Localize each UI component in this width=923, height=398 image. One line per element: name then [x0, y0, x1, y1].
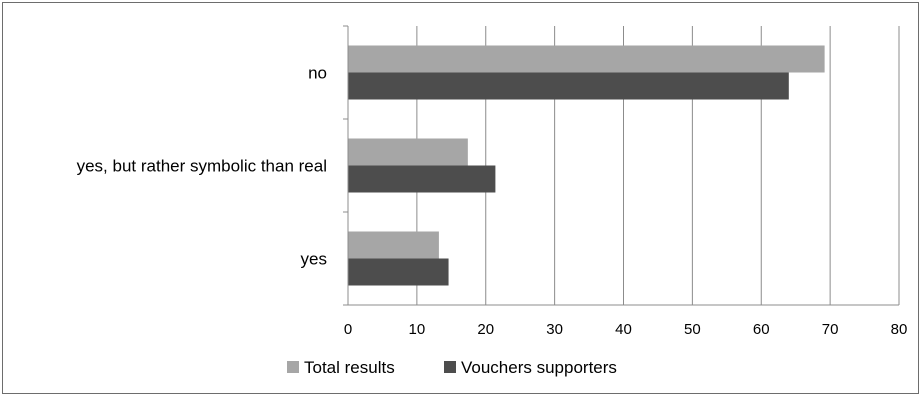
x-tick-label-50: 50: [684, 321, 701, 338]
bar-vouchers-1: [348, 165, 496, 193]
x-tick-label-40: 40: [615, 321, 632, 338]
bar-total-2: [348, 231, 439, 259]
x-tick-label-70: 70: [822, 321, 839, 338]
legend-swatch-vouchers: [444, 361, 456, 373]
bar-total-0: [348, 45, 825, 73]
x-tick-label-80: 80: [891, 321, 908, 338]
x-tick-label-30: 30: [546, 321, 563, 338]
legend-label-vouchers: Vouchers supporters: [461, 358, 617, 377]
legend-swatch-total: [287, 361, 299, 373]
category-label-2: yes: [301, 250, 327, 269]
category-label-1: yes, but rather symbolic than real: [77, 157, 327, 176]
bar-total-1: [348, 138, 468, 166]
legend-label-total: Total results: [304, 358, 395, 377]
x-tick-label-10: 10: [409, 321, 426, 338]
x-tick-label-0: 0: [344, 321, 352, 338]
bar-vouchers-0: [348, 72, 789, 100]
category-label-0: no: [308, 64, 327, 83]
x-tick-label-60: 60: [753, 321, 770, 338]
bar-vouchers-2: [348, 258, 449, 286]
x-tick-label-20: 20: [477, 321, 494, 338]
